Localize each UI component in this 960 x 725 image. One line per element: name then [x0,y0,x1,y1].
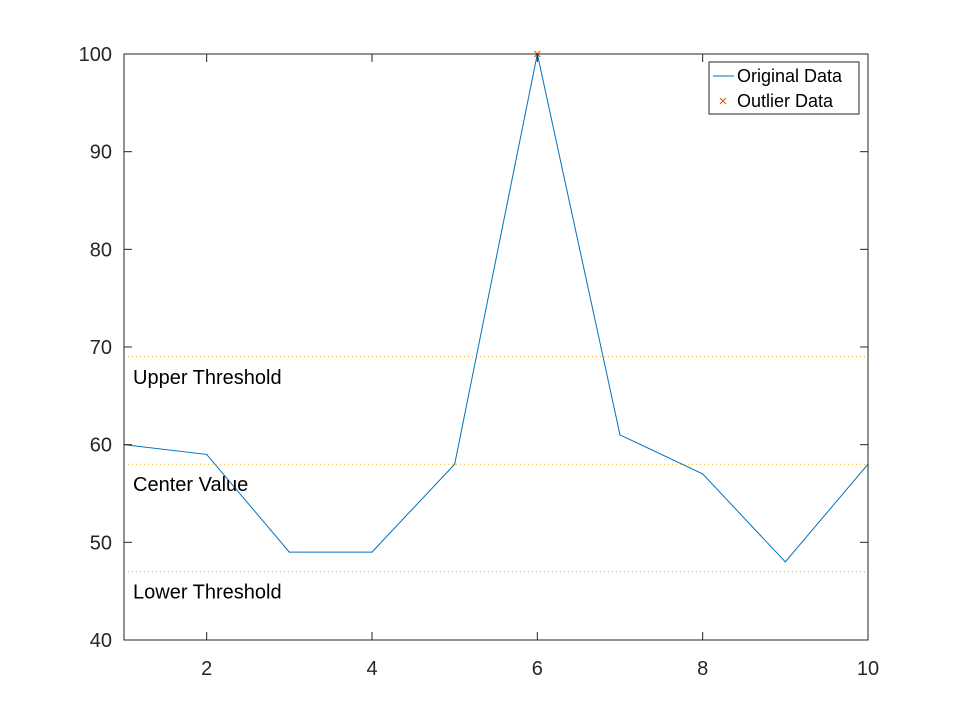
legend-box [708,61,860,115]
y-tick-label: 100 [79,44,112,66]
x-tick-label: 2 [201,658,212,680]
y-tick-label: 80 [90,239,112,261]
x-tick-label: 8 [697,658,708,680]
y-tick-label: 90 [90,142,112,164]
plot-area [124,54,868,640]
data-point [702,473,704,475]
axis-ticks: 2 4 6 8 10 40 50 60 70 80 90 100 [79,44,880,680]
x-tick-label: 10 [857,658,879,680]
reference-label: Lower Threshold [133,582,282,604]
y-tick-label: 60 [90,435,112,457]
data-point [619,434,621,436]
y-tick-label: 40 [90,630,112,652]
reference-label: Upper Threshold [133,367,282,389]
data-point [371,551,373,553]
data-point [454,463,456,465]
y-tick-label: 70 [90,337,112,359]
reference-lines [124,356,868,573]
legend: Original Data Outlier Data [708,61,860,115]
legend-label: Original Data [737,66,843,86]
data-point [206,453,208,456]
x-tick-label: 4 [366,658,377,680]
legend-label: Outlier Data [737,91,834,111]
x-tick-label: 6 [532,658,543,680]
series-line [123,53,869,563]
y-tick-label: 50 [90,532,112,554]
legend-swatch-marker [719,97,727,105]
reference-labels: Upper Threshold Center Value Lower Thresho… [133,367,282,604]
reference-label: Center Value [133,474,248,496]
data-point [288,551,290,553]
data-point [784,561,786,563]
